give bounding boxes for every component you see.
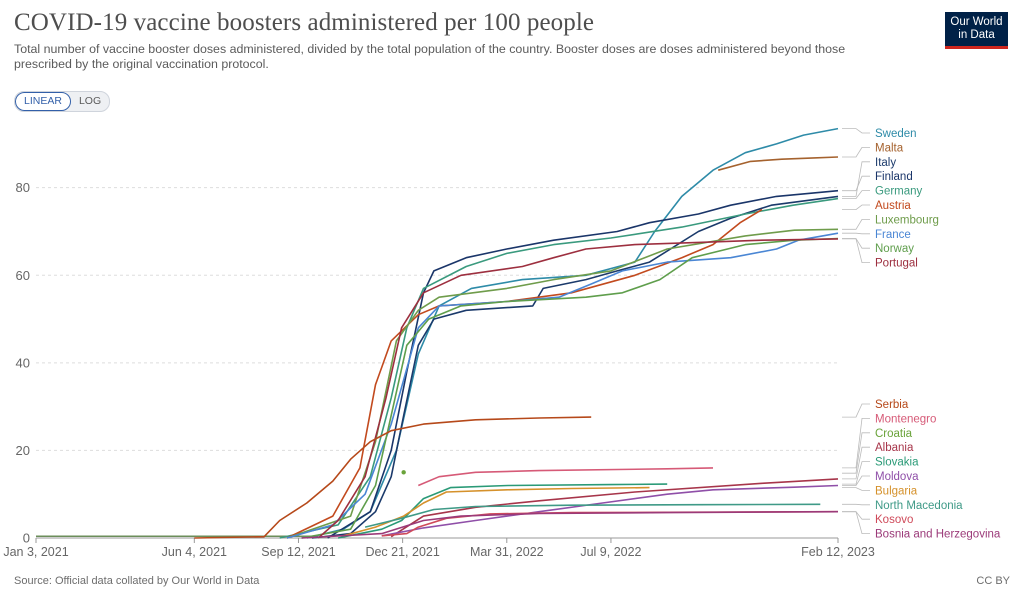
legend-leader-line — [842, 403, 870, 418]
legend-label-moldova[interactable]: Moldova — [875, 471, 919, 483]
legend-label-serbia[interactable]: Serbia — [875, 399, 909, 411]
legend-label-norway[interactable]: Norway — [875, 243, 914, 255]
legend-label-italy[interactable]: Italy — [875, 157, 896, 169]
legend-leader-line — [842, 461, 870, 485]
legend-leader-line — [842, 204, 870, 210]
legend-label-france[interactable]: France — [875, 229, 911, 241]
y-tick-label: 60 — [16, 268, 30, 283]
owid-logo[interactable]: Our World in Data — [945, 12, 1008, 49]
y-tick-label: 0 — [23, 531, 30, 546]
legend-leader-line — [842, 147, 870, 158]
series-line-malta[interactable] — [717, 156, 839, 171]
logo-line-2: in Data — [958, 29, 995, 41]
series-line-norway[interactable] — [301, 237, 839, 539]
legend-leader-line — [842, 503, 870, 506]
legend-label-malta[interactable]: Malta — [875, 142, 904, 154]
series-line-germany[interactable] — [279, 197, 839, 539]
series-line-portugal[interactable] — [317, 238, 839, 539]
legend-leader-line — [842, 475, 870, 486]
legend-label-bulgaria[interactable]: Bulgaria — [875, 485, 918, 497]
legend-leader-line — [842, 232, 870, 235]
x-tick-label: Jul 9, 2022 — [580, 545, 641, 559]
x-tick-label: Jun 4, 2021 — [162, 545, 227, 559]
y-axis: 0 20 40 60 80 — [16, 180, 30, 545]
x-tick-label: Jan 3, 2021 — [3, 545, 68, 559]
legend-label-north-macedonia[interactable]: North Macedonia — [875, 500, 963, 512]
legend-label-slovakia[interactable]: Slovakia — [875, 457, 919, 469]
legend-label-kosovo[interactable]: Kosovo — [875, 514, 913, 526]
legend-label-sweden[interactable]: Sweden — [875, 128, 917, 140]
legend-leader-line — [842, 190, 870, 199]
x-tick-label: Feb 12, 2023 — [801, 545, 875, 559]
legend-label-bosnia-and-herzegovina[interactable]: Bosnia and Herzegovina — [875, 529, 1001, 541]
linear-scale-button[interactable]: LINEAR — [15, 92, 71, 111]
legend-leader-line — [842, 238, 870, 263]
x-tick-label: Sep 12, 2021 — [261, 545, 335, 559]
series-line-italy[interactable] — [311, 195, 839, 539]
series-point-croatia[interactable] — [401, 470, 406, 475]
series-line-france[interactable] — [286, 232, 839, 539]
legend-leader-line — [842, 161, 870, 197]
legend: Sweden Malta Italy Finland Germany Austria Lux… — [842, 128, 1001, 541]
license-link[interactable]: CC BY — [976, 575, 1010, 587]
series-line-sweden[interactable] — [306, 127, 839, 539]
series-line-bulgaria[interactable] — [343, 486, 650, 537]
legend-leader-line — [842, 446, 870, 480]
y-tick-label: 20 — [16, 443, 30, 458]
series-line-slovakia[interactable] — [337, 483, 668, 539]
logo-line-1: Our World — [950, 16, 1003, 28]
legend-leader-line — [842, 175, 870, 192]
x-tick-label: Mar 31, 2022 — [470, 545, 544, 559]
legend-leader-line — [842, 219, 870, 230]
series-line-albania[interactable] — [390, 478, 839, 538]
series-line-finland[interactable] — [327, 189, 839, 539]
legend-leader-line — [842, 487, 870, 491]
series-line-luxembourg[interactable] — [286, 228, 839, 539]
y-tick-label: 40 — [16, 355, 30, 370]
legend-label-croatia[interactable]: Croatia — [875, 428, 913, 440]
series-line-north-macedonia[interactable] — [364, 503, 821, 528]
log-scale-button[interactable]: LOG — [78, 95, 102, 107]
chart-subtitle: Total number of vaccine booster doses ad… — [14, 42, 846, 71]
legend-leader-line — [842, 128, 870, 134]
legend-label-luxembourg[interactable]: Luxembourg — [875, 214, 939, 226]
legend-label-germany[interactable]: Germany — [875, 186, 923, 198]
legend-label-portugal[interactable]: Portugal — [875, 258, 918, 270]
legend-label-finland[interactable]: Finland — [875, 171, 913, 183]
legend-leader-line — [842, 432, 870, 474]
legend-label-albania[interactable]: Albania — [875, 442, 914, 454]
legend-leader-line — [842, 511, 870, 534]
chart-title: COVID-19 vaccine boosters administered p… — [14, 9, 595, 36]
series-line-bosnia-and-herzegovina[interactable] — [301, 510, 839, 539]
y-tick-label: 80 — [16, 180, 30, 195]
scale-toggle: LINEAR LOG — [14, 91, 111, 112]
series-line-moldova[interactable] — [381, 484, 839, 537]
x-tick-label: Dec 21, 2021 — [365, 545, 439, 559]
x-axis: Jan 3, 2021 Jun 4, 2021 Sep 12, 2021 Dec 21… — [3, 537, 875, 559]
legend-label-austria[interactable]: Austria — [875, 200, 911, 212]
series-line-montenegro[interactable] — [417, 467, 714, 487]
legend-leader-line — [842, 418, 870, 469]
source-note: Source: Official data collated by Our Wo… — [14, 575, 260, 587]
legend-label-montenegro[interactable]: Montenegro — [875, 413, 936, 425]
series-line-serbia[interactable] — [194, 416, 592, 539]
series-lines — [36, 127, 839, 539]
grid-lines — [36, 187, 838, 451]
